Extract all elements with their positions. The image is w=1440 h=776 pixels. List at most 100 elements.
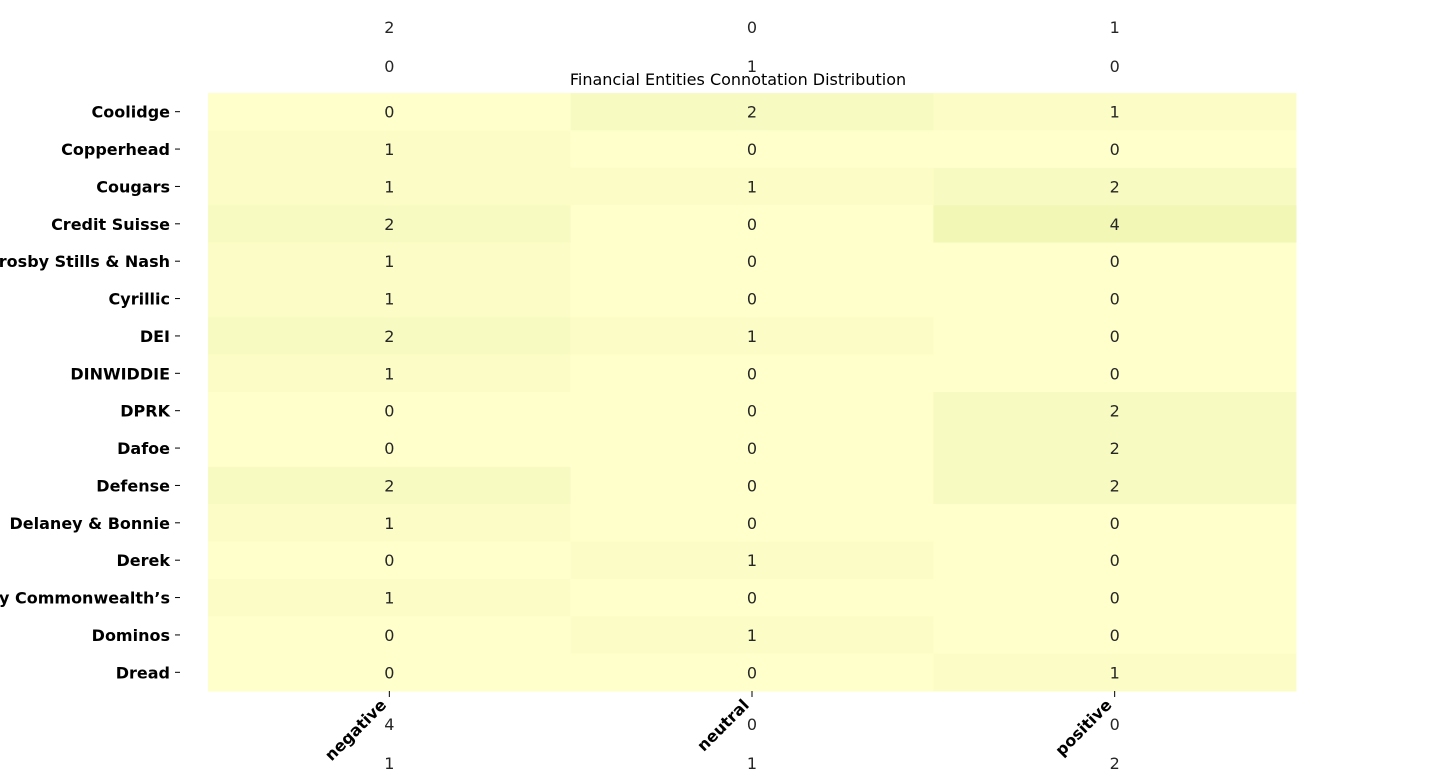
row-label: DPRK [120,402,170,421]
heatmap-cell [570,205,934,243]
cell-value: 1 [747,177,757,196]
cell-value: 0 [1110,551,1120,570]
heatmap-cell [933,392,1297,430]
heatmap-cell [570,93,934,131]
heatmap-cell [208,205,572,243]
cell-value: 0 [1110,514,1120,533]
heatmap-cells: 0 2 1 1 0 0 1 1 2 2 0 4 1 0 0 1 0 0 2 1 0 1 0 0 0 0 2 0 0 2 2 0 2 1 0 0 0 1 0 1… [208,93,1297,692]
overflow-bottom-annotations: 4 0 0 1 1 2 [384,715,1120,773]
heatmap-cell [208,392,572,430]
cell-value: 0 [384,439,394,458]
row-label: Crosby Stills & Nash [0,252,170,271]
row-label: Dominos [92,626,170,645]
cell-value: 0 [747,290,757,309]
overflow-value: 1 [1110,18,1120,37]
cell-value: 2 [747,103,757,122]
heatmap-cell [570,130,934,169]
cell-value: 0 [747,252,757,271]
cell-value: 0 [1110,290,1120,309]
heatmap-cell [208,616,572,655]
overflow-value: 0 [1110,715,1120,734]
heatmap-cell [933,466,1297,505]
heatmap-cell [208,466,572,505]
heatmap-cell [208,354,572,393]
cell-value: 0 [1110,252,1120,271]
heatmap-cell [933,354,1297,393]
heatmap-cell [933,205,1297,243]
cell-value: 2 [384,215,394,234]
cell-value: 0 [747,364,757,383]
heatmap-cell [933,653,1297,692]
heatmap-cell [208,242,572,281]
row-label: Credit Suisse [51,215,170,234]
cell-value: 2 [384,476,394,495]
cell-value: 4 [1110,215,1120,234]
overflow-value: 0 [1110,57,1120,76]
cell-value: 2 [1110,177,1120,196]
heatmap-cell [570,242,934,281]
cell-value: 0 [384,626,394,645]
cell-value: 1 [384,252,394,271]
cell-value: 0 [1110,140,1120,159]
cell-value: 1 [747,551,757,570]
row-label: Dewey Commonwealth’s [0,589,170,608]
row-label: Defense [96,476,170,495]
overflow-value: 0 [747,715,757,734]
overflow-value: 1 [747,754,757,773]
heatmap-cell [208,541,572,580]
heatmap-cell [208,317,572,356]
cell-value: 0 [747,589,757,608]
column-label: positive [1051,695,1115,759]
heatmap-cell [208,167,572,206]
cell-value: 0 [1110,327,1120,346]
heatmap-cell [933,93,1297,131]
heatmap-cell [570,167,934,206]
heatmap-cell [208,653,572,692]
cell-value: 0 [384,103,394,122]
column-labels: negative neutral positive [321,691,1116,765]
cell-value: 1 [384,364,394,383]
cell-value: 0 [747,402,757,421]
cell-value: 2 [1110,439,1120,458]
heatmap-cell [570,392,934,430]
row-label: Dread [116,663,170,682]
heatmap-cell [933,130,1297,169]
cell-value: 0 [747,476,757,495]
cell-value: 2 [1110,402,1120,421]
cell-value: 1 [1110,663,1120,682]
heatmap-cell [570,317,934,356]
overflow-value: 0 [384,57,394,76]
heatmap-cell [570,354,934,393]
heatmap-cell [933,279,1297,318]
cell-value: 1 [1110,103,1120,122]
cell-value: 0 [384,551,394,570]
heatmap-cell [570,429,934,468]
cell-value: 0 [747,514,757,533]
heatmap-cell [933,317,1297,356]
cell-value: 0 [1110,364,1120,383]
cell-value: 1 [384,140,394,159]
heatmap-cell [570,616,934,655]
row-label: Cougars [96,177,170,196]
heatmap-cell [570,466,934,505]
overflow-value: 1 [747,57,757,76]
cell-value: 0 [1110,626,1120,645]
chart-title: Financial Entities Connotation Distribut… [570,70,906,89]
row-label: DEI [140,327,170,346]
cell-value: 1 [384,177,394,196]
heatmap-cell [933,429,1297,468]
cell-value: 2 [384,327,394,346]
heatmap-cell [208,93,572,131]
cell-value: 0 [384,663,394,682]
row-label: Cyrillic [109,290,170,309]
heatmap-cell [570,504,934,542]
overflow-value: 0 [747,18,757,37]
heatmap-cell [933,167,1297,206]
heatmap-cell [570,541,934,580]
row-label: Copperhead [61,140,170,159]
row-label: Derek [116,551,170,570]
overflow-value: 2 [1110,754,1120,773]
column-label: neutral [693,695,753,755]
cell-value: 0 [747,215,757,234]
